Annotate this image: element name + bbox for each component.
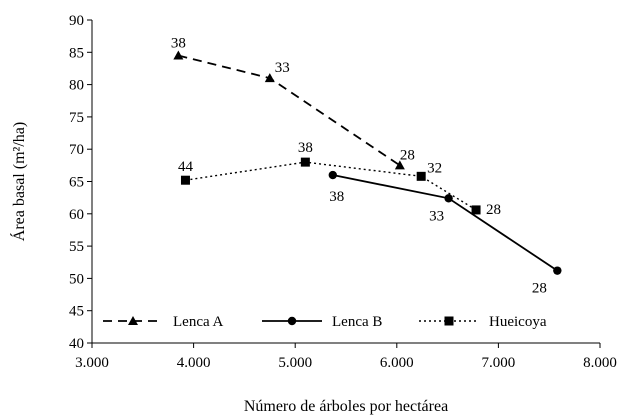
y-tick-label: 45 (69, 304, 84, 320)
data-point-lenca-a (264, 73, 275, 83)
data-label-lenca-b: 38 (329, 189, 344, 205)
x-tick-label: 6.000 (380, 355, 414, 371)
series-lenca-b: 38 33 28 (328, 170, 562, 297)
legend: Lenca A Lenca B Hueicoya (103, 314, 547, 330)
legend-label-lenca-b: Lenca B (332, 314, 382, 330)
data-label-hueicoya: 28 (486, 202, 501, 218)
y-tick-label: 65 (69, 175, 84, 191)
data-label-hueicoya: 38 (298, 140, 313, 156)
series-hueicoya: 44 38 32 28 (178, 140, 501, 218)
legend-marker-lenca-a (128, 316, 138, 325)
legend-item-hueicoya: Hueicoya (419, 314, 547, 330)
data-point-hueicoya (300, 157, 310, 167)
series-layer: 38 33 28 38 33 28 44 38 32 28 (171, 36, 562, 297)
y-tick-label: 80 (69, 78, 84, 94)
x-tick-label: 4.000 (177, 355, 211, 371)
legend-marker-hueicoya (444, 316, 454, 326)
data-point-lenca-b (553, 266, 562, 275)
y-axis-title: Área basal (m²/ha) (9, 122, 28, 241)
data-label-hueicoya: 44 (178, 159, 194, 175)
legend-marker-lenca-b (287, 316, 297, 326)
data-label-lenca-b: 28 (532, 281, 547, 297)
x-tick-label: 7.000 (482, 355, 516, 371)
x-axis-title: Número de árboles por hectárea (244, 398, 448, 415)
legend-label-lenca-a: Lenca A (173, 314, 224, 330)
y-tick-label: 55 (69, 239, 84, 255)
y-tick-label: 40 (69, 336, 84, 352)
y-ticks: 40 45 50 55 60 65 70 75 80 85 90 (69, 13, 92, 352)
y-tick-label: 75 (69, 110, 84, 126)
x-ticks: 3.000 4.000 5.000 6.000 7.000 8.000 (75, 343, 617, 371)
axes: 40 45 50 55 60 65 70 75 80 85 90 3.000 4.000 5.000 6.… (69, 13, 617, 371)
series-line-lenca-b (332, 174, 558, 272)
y-tick-label: 70 (69, 142, 84, 158)
y-tick-label: 50 (69, 271, 84, 287)
y-tick-label: 60 (69, 207, 84, 223)
data-point-hueicoya (471, 205, 481, 215)
data-point-hueicoya (180, 175, 190, 185)
legend-item-lenca-a: Lenca A (103, 314, 224, 330)
data-label-lenca-a: 38 (171, 36, 186, 52)
data-label-lenca-b: 33 (429, 208, 444, 224)
x-tick-label: 5.000 (278, 355, 312, 371)
y-tick-label: 85 (69, 45, 84, 61)
x-tick-label: 3.000 (75, 355, 109, 371)
data-point-lenca-a (394, 160, 405, 170)
data-label-hueicoya: 32 (427, 160, 442, 176)
data-point-lenca-a (173, 50, 184, 60)
data-label-lenca-a: 33 (275, 60, 290, 76)
x-tick-label: 8.000 (583, 355, 617, 371)
legend-item-lenca-b: Lenca B (262, 314, 382, 330)
data-point-lenca-b (328, 170, 337, 180)
legend-label-hueicoya: Hueicoya (489, 314, 547, 330)
data-label-lenca-a: 28 (400, 147, 415, 163)
series-line-hueicoya (185, 161, 477, 211)
series-lenca-a: 38 33 28 (171, 36, 415, 170)
y-tick-label: 90 (69, 13, 84, 29)
data-point-hueicoya (416, 171, 426, 181)
data-point-lenca-b (444, 194, 453, 203)
